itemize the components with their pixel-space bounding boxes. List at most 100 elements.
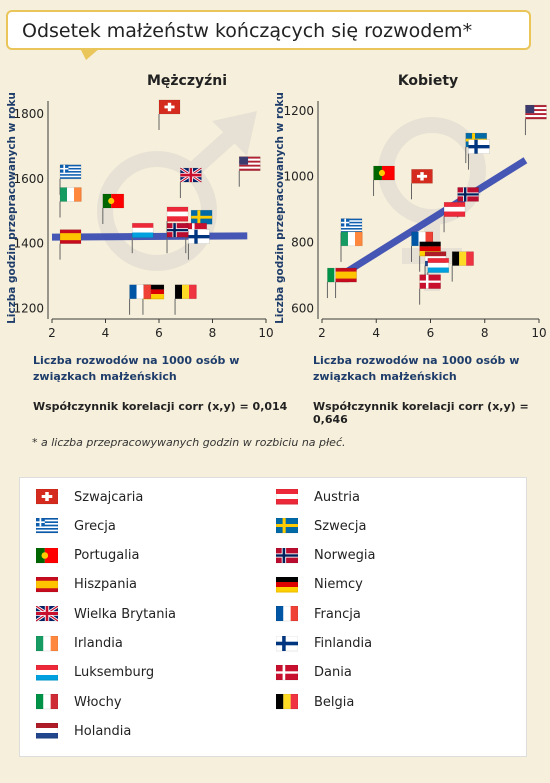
che-flag-icon — [36, 489, 58, 505]
bel-flag-icon — [276, 694, 298, 710]
women-point-grc — [340, 218, 363, 249]
legend-label: Szwecja — [314, 518, 367, 534]
women-point-fin — [467, 139, 490, 170]
men-point-bel — [174, 284, 197, 315]
aut-flag-icon — [276, 489, 298, 505]
men-point-fin — [187, 229, 210, 260]
men-ytick-label: 1200 — [13, 302, 44, 316]
legend-item-bel: Belgia — [276, 692, 354, 712]
legend-label: Irlandia — [74, 636, 123, 651]
legend-label: Belgia — [314, 694, 355, 710]
legend-item-esp: Hiszpania — [36, 575, 137, 595]
irl-flag-icon — [36, 635, 58, 651]
women-title: Kobiety — [398, 73, 458, 89]
men-xtick-label: 10 — [258, 326, 273, 340]
men-point-lux — [131, 222, 154, 254]
legend-item-ita: Włochy — [36, 692, 122, 712]
women-point-aut — [443, 201, 466, 233]
dnk-flag-icon — [276, 664, 298, 681]
title-banner: Odsetek małżeństw kończących się rozwode… — [6, 10, 531, 60]
women-point-usa — [524, 104, 547, 136]
men-xtick-label: 2 — [48, 326, 56, 340]
men-xtick-label: 4 — [102, 326, 110, 340]
women-point-dnk — [419, 274, 441, 305]
legend-label: Hiszpania — [74, 577, 138, 593]
women-ytick-label: 600 — [291, 301, 314, 315]
women-point-esp — [335, 267, 357, 299]
ita-flag-icon — [36, 694, 58, 710]
legend-item-swe: Szwecja — [276, 516, 366, 536]
men-point-prt — [102, 193, 125, 224]
legend-label: Norwegia — [314, 548, 376, 564]
legend-label: Dania — [314, 665, 352, 681]
nor-flag-icon — [276, 547, 298, 563]
legend-label: Austria — [314, 489, 360, 505]
women-xtick-label: 10 — [531, 326, 546, 340]
footnote: * a liczba przepracowywanych godzin w ro… — [32, 436, 346, 449]
women-point-prt — [373, 165, 395, 197]
women-xtick-label: 6 — [427, 326, 435, 340]
legend-item-nor: Norwegia — [276, 546, 375, 566]
fin-flag-icon — [276, 635, 298, 651]
women-point-nor — [457, 187, 479, 218]
women-xtick-label: 8 — [481, 326, 489, 340]
legend-label: Niemcy — [314, 577, 363, 593]
legend-item-prt: Portugalia — [36, 546, 139, 566]
men-ylabel: Liczba godzin przepracowanych w roku — [6, 92, 18, 324]
women-ytick-label: 1000 — [283, 170, 314, 184]
men-xtick-label: 6 — [155, 326, 163, 340]
legend-item-irl: Irlandia — [36, 634, 123, 654]
men-ytick-label: 1400 — [13, 237, 44, 251]
prt-flag-icon — [36, 547, 58, 563]
women-point-irl — [340, 231, 363, 262]
legend-item-lux: Luksemburg — [36, 663, 154, 683]
legend-item-fra: Francja — [276, 604, 361, 624]
swe-flag-icon — [276, 518, 298, 534]
legend-item-grc: Grecja — [36, 516, 116, 536]
legend-label: Luksemburg — [74, 665, 155, 681]
legend-label: Szwajcaria — [74, 489, 144, 505]
male-symbol-icon — [97, 111, 257, 271]
men-point-usa — [238, 156, 261, 187]
men-xtick-label: 8 — [209, 326, 217, 340]
men-correlation: Współczynnik korelacji corr (x,y) = 0,01… — [33, 400, 288, 413]
women-trend-line — [333, 157, 528, 282]
esp-flag-icon — [36, 576, 58, 593]
women-ytick-label: 1200 — [283, 104, 314, 118]
women-correlation: Współczynnik korelacji corr (x,y) = 0,64… — [313, 400, 529, 426]
men-ytick-label: 1600 — [13, 172, 44, 186]
fra-flag-icon — [276, 606, 298, 622]
gbr-flag-icon — [36, 606, 58, 623]
grc-flag-icon — [36, 518, 58, 534]
legend-item-nld: Holandia — [36, 721, 131, 741]
page-title: Odsetek małżeństw kończących się rozwode… — [22, 20, 473, 42]
legend-label: Francja — [314, 606, 361, 622]
legend-item-fin: Finlandia — [276, 634, 372, 654]
legend-label: Włochy — [74, 694, 122, 710]
legend: Szwajcaria Grecja Portugalia Hiszpania Wielk… — [19, 477, 527, 757]
deu-flag-icon — [276, 576, 298, 593]
men-title: Mężczyźni — [147, 73, 227, 89]
women-ytick-label: 800 — [291, 236, 314, 250]
legend-item-che: Szwajcaria — [36, 487, 143, 507]
men-point-esp — [59, 229, 82, 260]
men-ytick-label: 1800 — [13, 107, 44, 121]
women-point-bel — [451, 251, 474, 282]
legend-item-dnk: Dania — [276, 663, 352, 683]
legend-item-gbr: Wielka Brytania — [36, 604, 176, 624]
men-xlabel: Liczba rozwodów na 1000 osób w związkach… — [33, 354, 240, 383]
nld-flag-icon — [36, 723, 58, 739]
men-point-grc — [59, 164, 82, 195]
men-point-fra — [129, 284, 152, 315]
men-point-che — [158, 99, 181, 130]
women-xlabel: Liczba rozwodów na 1000 osób w związkach… — [313, 354, 520, 383]
men-point-irl — [59, 187, 82, 218]
women-xtick-label: 2 — [318, 326, 326, 340]
legend-item-deu: Niemcy — [276, 575, 363, 595]
women-point-che — [411, 169, 433, 200]
legend-label: Finlandia — [314, 636, 373, 651]
lux-flag-icon — [36, 664, 58, 681]
legend-label: Holandia — [74, 723, 132, 739]
men-point-gbr — [179, 166, 203, 199]
